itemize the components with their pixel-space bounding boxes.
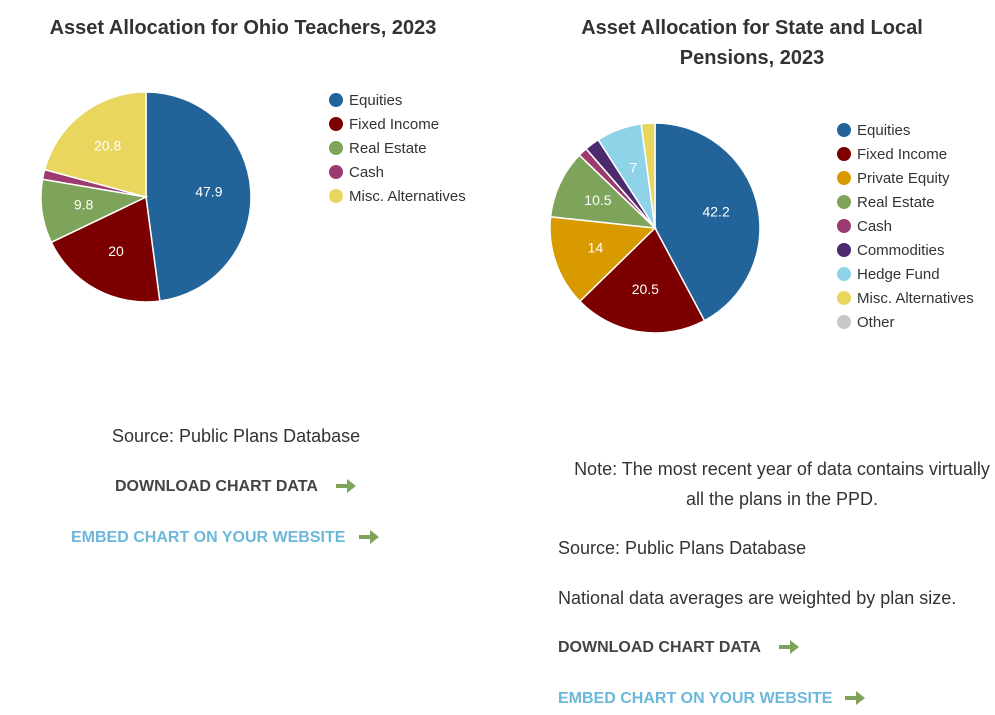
legend-label: Misc. Alternatives [349,188,466,205]
arrow-icon [359,530,379,544]
data-label: 9.8 [74,196,94,212]
note: Note: The most recent year of data conta… [574,459,990,509]
legend-marker [837,147,851,161]
legend-label: Cash [349,164,384,181]
pie-slice [578,226,706,334]
legend-label: Hedge Fund [857,266,940,283]
legend-label: Cash [857,218,892,235]
pie-slice [549,215,657,303]
legend-label: Real Estate [857,194,935,211]
data-label: 47.9 [195,184,222,200]
data-label: 10.5 [584,192,611,208]
chart-title: Asset Allocation for Ohio Teachers, 2023 [49,17,437,39]
source: Source: Public Plans Database [558,538,807,558]
data-label: 7 [629,160,637,176]
legend-label: Real Estate [349,140,427,157]
legend-marker [837,315,851,329]
legend-marker [837,123,851,137]
embed-link[interactable]: EMBED CHART ON YOUR WEBSITE [558,690,833,707]
data-label: 20.8 [94,138,121,154]
arrow-icon [336,479,356,493]
weighting-note: National data averages are weighted by p… [558,588,957,608]
legend-label: Equities [349,92,402,109]
data-label: 14 [588,239,604,255]
legend-marker [837,195,851,209]
pie-slice [549,154,658,229]
pie-slice [640,122,656,229]
legend-marker [329,165,343,179]
pie-slice [145,91,252,302]
legend-marker [329,141,343,155]
pie-slice [50,195,161,303]
legend-marker [837,219,851,233]
source: Source: Public Plans Database [112,426,361,446]
arrow-icon [779,640,799,654]
legend-marker [837,243,851,257]
data-label: 20.5 [632,281,659,297]
legend-label: Fixed Income [857,146,947,163]
download-link[interactable]: DOWNLOAD CHART DATA [558,639,761,656]
legend-label: Commodities [857,242,945,259]
chart-title: Asset Allocation for State and Local Pen… [581,17,923,69]
legend-marker [837,291,851,305]
legend-marker [837,267,851,281]
embed-link[interactable]: EMBED CHART ON YOUR WEBSITE [71,529,346,546]
legend-marker [329,189,343,203]
legend-label: Other [857,314,895,331]
legend-label: Fixed Income [349,116,439,133]
legend-marker [329,93,343,107]
pie-slice [43,91,147,198]
data-label: 20 [108,243,124,259]
legend-label: Equities [857,122,910,139]
legend-marker [329,117,343,131]
download-link[interactable]: DOWNLOAD CHART DATA [115,478,318,495]
legend-marker [837,171,851,185]
pie-slice [654,122,761,322]
legend-label: Private Equity [857,170,950,187]
arrow-icon [845,691,865,705]
data-label: 42.2 [702,203,729,219]
legend-label: Misc. Alternatives [857,290,974,307]
